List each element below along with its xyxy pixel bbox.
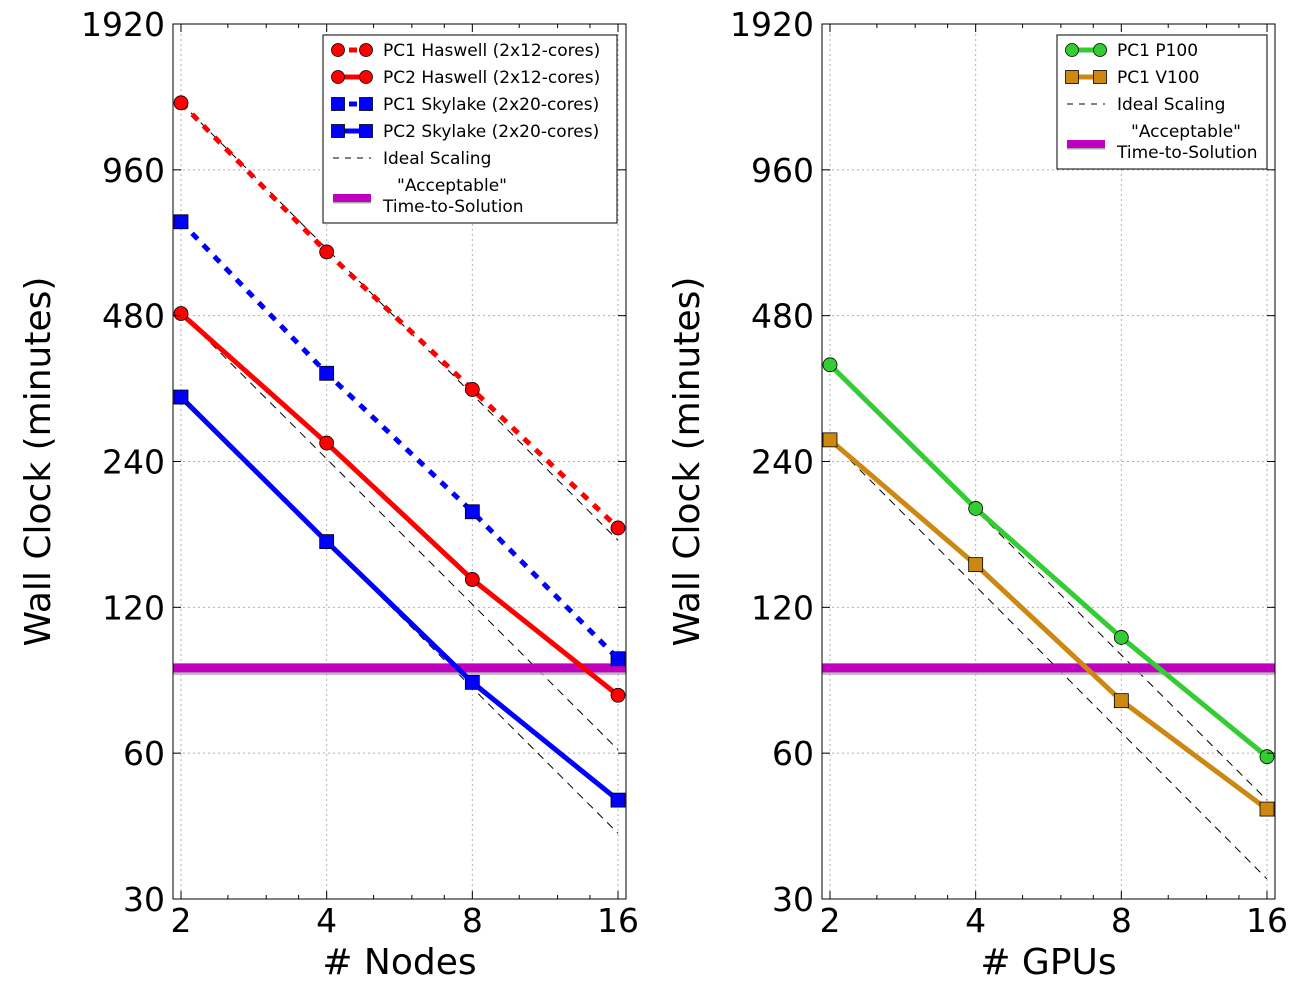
legend-marker — [331, 124, 345, 138]
y-axis-label: Wall Clock (minutes) — [667, 277, 708, 647]
data-point — [610, 687, 626, 703]
x-tick-label: 16 — [597, 901, 639, 940]
legend-label: Ideal Scaling — [1117, 95, 1225, 115]
series-line-2 — [179, 311, 620, 698]
plot-content — [173, 95, 626, 834]
x-tick-label: 16 — [1246, 901, 1288, 940]
x-tick-label: 4 — [965, 901, 986, 940]
y-tick-label: 960 — [751, 151, 814, 190]
legend-label: "Acceptable" Time-to-Solution — [1116, 122, 1258, 163]
legend-marker — [359, 97, 373, 111]
data-point — [173, 95, 189, 111]
legend-marker — [1093, 43, 1107, 57]
x-tick-label: 8 — [462, 901, 483, 940]
legend-label-line: "Acceptable" — [397, 176, 507, 196]
y-axis-label: Wall Clock (minutes) — [18, 277, 59, 647]
data-point — [464, 504, 480, 520]
legend-marker — [331, 97, 345, 111]
data-point — [1113, 630, 1129, 645]
series-line-4 — [179, 395, 620, 803]
x-tick-label: 4 — [316, 901, 337, 940]
data-point — [319, 534, 335, 550]
series-line-1 — [828, 363, 1269, 759]
y-tick-label: 60 — [123, 734, 165, 773]
legend-marker — [1065, 43, 1079, 57]
series-line-1 — [179, 101, 620, 530]
series-line-3 — [179, 220, 620, 661]
legend-marker — [1065, 70, 1079, 84]
legend-label-line: "Acceptable" — [1131, 122, 1241, 142]
chart-panel-1: 2 4 8 16 30 60 120 240 480 960 1920 # Nodes Wall Clo… — [18, 5, 639, 983]
ideal-scaling-line — [829, 439, 1268, 880]
y-tick-label: 960 — [102, 151, 165, 190]
chart-panel-2: 2 4 8 16 30 60 120 240 480 960 1920 # GPUs Wall Cloc… — [667, 5, 1288, 983]
x-tick-label: 8 — [1111, 901, 1132, 940]
data-point — [822, 432, 838, 448]
data-point — [173, 214, 189, 230]
data-point — [464, 572, 480, 587]
data-point — [968, 501, 984, 516]
data-point — [173, 306, 189, 321]
data-point — [1113, 693, 1129, 709]
legend-marker — [359, 43, 373, 57]
y-tick-label: 30 — [123, 880, 165, 919]
data-point — [610, 651, 626, 667]
legend-label: PC1 Skylake (2x20-cores) — [383, 95, 599, 115]
data-point — [968, 557, 984, 573]
data-point — [610, 792, 626, 808]
y-tick-label: 480 — [102, 297, 165, 336]
x-axis-label: # GPUs — [980, 942, 1116, 983]
legend-label-line: Time-to-Solution — [382, 197, 524, 217]
legend-label: "Acceptable" Time-to-Solution — [382, 176, 524, 217]
y-tick-label: 1920 — [81, 5, 165, 44]
x-tick-label: 2 — [820, 901, 841, 940]
legend: PC1 Haswell (2x12-cores) PC2 Haswell (2x1… — [322, 34, 618, 224]
legend-marker — [331, 43, 345, 57]
legend-label: PC1 P100 — [1117, 41, 1198, 61]
y-tick-label: 480 — [751, 297, 814, 336]
data-point — [319, 365, 335, 381]
legend-marker — [359, 70, 373, 84]
ideal-scaling-line — [180, 313, 619, 751]
x-axis-label: # Nodes — [322, 942, 476, 983]
data-point — [610, 520, 626, 536]
legend-marker — [331, 70, 345, 84]
data-point — [464, 674, 480, 690]
plot-content — [822, 357, 1275, 880]
data-point — [173, 389, 189, 405]
y-tick-label: 120 — [751, 588, 814, 627]
series-line-2 — [828, 437, 1269, 812]
legend-label-line: Time-to-Solution — [1116, 143, 1258, 163]
y-tick-label: 30 — [772, 880, 814, 919]
data-point — [1259, 749, 1275, 765]
data-point — [319, 244, 335, 260]
y-tick-label: 60 — [772, 734, 814, 773]
y-tick-label: 240 — [102, 443, 165, 482]
data-point — [822, 357, 838, 373]
legend-label: PC1 V100 — [1117, 68, 1199, 88]
legend: PC1 P100 PC1 V100 Ideal Scaling "Acceptable… — [1056, 34, 1268, 170]
legend-label: Ideal Scaling — [383, 149, 491, 169]
x-tick-label: 2 — [171, 901, 192, 940]
y-tick-label: 240 — [751, 443, 814, 482]
data-point — [464, 382, 480, 397]
legend-label: PC2 Skylake (2x20-cores) — [383, 122, 599, 142]
legend-marker — [359, 124, 373, 138]
y-tick-label: 120 — [102, 588, 165, 627]
data-point — [319, 435, 335, 451]
legend-label: PC1 Haswell (2x12-cores) — [383, 41, 600, 61]
legend-label: PC2 Haswell (2x12-cores) — [383, 68, 600, 88]
y-tick-label: 1920 — [730, 5, 814, 44]
legend-marker — [1093, 70, 1107, 84]
data-point — [1259, 801, 1275, 817]
